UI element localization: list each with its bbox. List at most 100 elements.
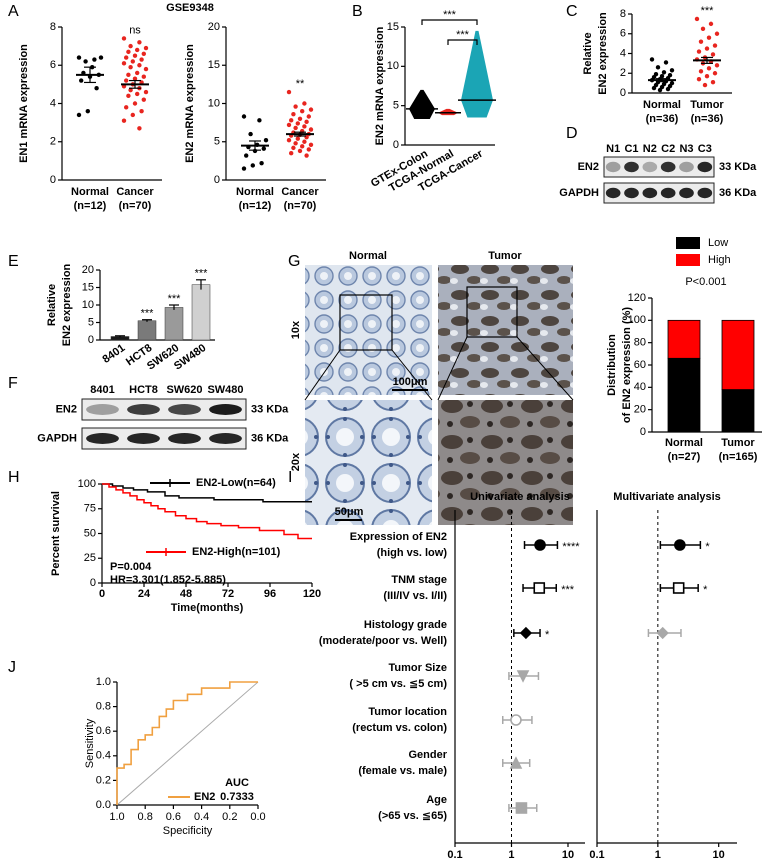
data-point	[137, 126, 142, 131]
data-point	[137, 40, 142, 45]
legend-label: EN2	[194, 791, 215, 803]
blot-band	[209, 404, 242, 415]
data-point	[655, 65, 661, 70]
y-tick-label: 25	[84, 552, 96, 564]
y-axis-label: EN2 expression	[61, 263, 73, 346]
data-point	[706, 66, 712, 71]
y-axis-label: EN2 mRNA expression	[374, 26, 386, 145]
y-tick-label: 20	[634, 404, 646, 416]
blot-band	[660, 161, 676, 173]
survival-curve	[102, 483, 312, 540]
x-tick-label: Normal	[71, 186, 109, 198]
data-cloud	[438, 108, 458, 116]
y-tick-label: 0.4	[96, 750, 111, 762]
column-label: Normal	[349, 250, 387, 262]
row-label: Tumor Size	[389, 662, 447, 674]
zoom-line	[391, 349, 433, 401]
legend-label: Low	[708, 237, 728, 249]
data-point	[286, 138, 292, 143]
data-point	[306, 147, 311, 152]
data-point	[704, 46, 710, 51]
significance: ***	[195, 268, 209, 280]
analysis-title: Univariate analysis	[470, 491, 570, 503]
blot-band	[168, 433, 201, 444]
data-point	[708, 21, 714, 27]
data-point	[143, 66, 149, 72]
lane-label: C1	[624, 143, 638, 155]
data-point	[700, 26, 706, 32]
panel-label: C	[566, 3, 578, 20]
data-point	[139, 57, 144, 62]
histology-image	[438, 265, 573, 395]
y-axis-label: Relative	[582, 32, 594, 74]
panel-label: F	[8, 375, 18, 392]
blot-band	[642, 187, 658, 199]
bar-segment	[721, 389, 755, 433]
y-tick-label: 6	[620, 28, 626, 40]
data-cloud	[461, 30, 493, 118]
blot-band	[642, 161, 658, 173]
blot-band	[624, 187, 639, 199]
data-point	[135, 70, 140, 76]
zoom-line	[516, 336, 574, 401]
data-point	[132, 76, 138, 81]
blot-strip	[81, 427, 247, 450]
y-tick-label: 6	[50, 59, 56, 71]
y-axis-label: Percent survival	[50, 491, 62, 576]
y-tick-label: 100	[628, 314, 646, 326]
data-point	[696, 49, 702, 54]
blot-band	[127, 433, 160, 444]
size-label: 36 KDa	[251, 432, 289, 444]
x-tick-label: (n=27)	[668, 451, 701, 463]
bar-segment	[667, 357, 701, 433]
lane-label: N2	[643, 143, 657, 155]
lane-label: N3	[679, 143, 693, 155]
x-tick-label: 0.8	[138, 811, 153, 823]
x-tick-label: Cancer	[281, 186, 319, 198]
size-label: 36 KDa	[719, 187, 757, 199]
row-label: Gender	[408, 749, 447, 761]
x-tick-label: 0.1	[447, 849, 462, 861]
marker	[533, 582, 546, 594]
significance: ***	[141, 308, 155, 320]
data-point	[300, 144, 305, 149]
data-point	[698, 69, 704, 74]
y-tick-label: 5	[393, 100, 399, 112]
x-tick-label: 0.1	[589, 849, 604, 861]
y-tick-label: 0.6	[96, 725, 111, 737]
data-point	[649, 57, 655, 62]
x-tick-label: Normal	[665, 437, 703, 449]
data-point	[286, 122, 292, 128]
y-tick-label: 0.0	[96, 799, 111, 811]
bar-segment	[721, 319, 755, 390]
x-tick-label: Cancer	[116, 186, 154, 198]
y-tick-label: 10	[82, 299, 94, 311]
data-point	[291, 145, 296, 151]
x-tick-label: 24	[138, 588, 151, 600]
data-point	[308, 107, 314, 112]
data-point	[663, 60, 669, 65]
blot-band	[624, 161, 639, 173]
x-tick-label: Normal	[236, 186, 274, 198]
blot-band	[209, 433, 242, 444]
zoom-line	[304, 349, 341, 401]
y-tick-label: 2	[620, 67, 626, 79]
significance: *	[545, 629, 550, 641]
y-tick-label: 75	[84, 503, 96, 515]
size-label: 33 KDa	[251, 403, 289, 415]
data-point	[241, 114, 247, 119]
y-axis-label: Relative	[46, 284, 58, 326]
panel-title: GSE9348	[166, 2, 214, 14]
lane-label: N1	[606, 143, 620, 155]
data-point	[257, 118, 262, 123]
y-axis-label: Distribution	[606, 334, 618, 396]
size-label: 33 KDa	[719, 161, 757, 173]
y-tick-label: 20	[82, 264, 94, 276]
histology-image	[305, 400, 432, 525]
y-tick-label: 2	[50, 136, 56, 148]
significance-bracket	[421, 19, 478, 25]
data-point	[141, 74, 146, 79]
y-tick-label: 0	[640, 426, 646, 438]
